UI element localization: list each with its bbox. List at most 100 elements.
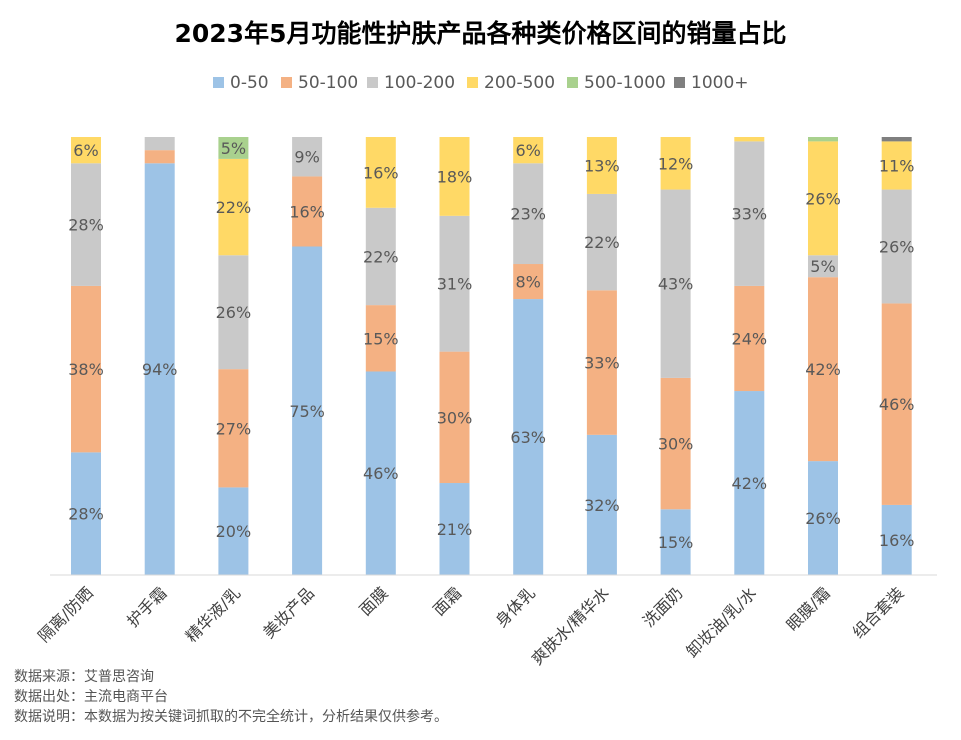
data-label-3-2: 9% (294, 148, 319, 167)
bar-segment-2-3 (218, 158, 249, 256)
data-label-4-2: 22% (363, 247, 399, 266)
data-label-6-1: 8% (516, 273, 541, 292)
x-tick-label-0: 隔离/防晒 (34, 583, 97, 646)
legend-swatch-3 (467, 77, 478, 88)
data-label-7-2: 22% (584, 233, 620, 252)
data-label-11-3: 11% (879, 156, 915, 175)
bar-segment-7-3 (586, 137, 617, 194)
bar-segment-2-4 (218, 137, 249, 159)
data-label-4-1: 15% (363, 329, 399, 348)
data-label-2-3: 22% (216, 198, 252, 217)
bar-segment-4-1 (365, 305, 396, 372)
x-tick-label-5: 面霜 (429, 583, 465, 619)
legend-label-3: 200-500 (484, 73, 555, 93)
data-label-5-3: 18% (437, 167, 473, 186)
legend-label-1: 50-100 (298, 73, 358, 93)
data-label-2-0: 20% (216, 522, 252, 541)
bar-segment-4-3 (365, 137, 396, 208)
data-label-7-1: 33% (584, 354, 620, 373)
bar-segment-6-0 (513, 299, 544, 575)
data-label-10-2: 5% (810, 257, 835, 276)
legend-label-5: 1000+ (691, 73, 749, 93)
footer-origin: 数据出处：主流电商平台 (14, 689, 168, 705)
footer-note: 数据说明：本数据为按关键词抓取的不完全统计，分析结果仅供参考。 (14, 709, 448, 725)
bar-segment-9-3 (734, 137, 765, 142)
bar-segment-0-3 (71, 137, 101, 164)
x-tick-label-3: 美妆产品 (259, 583, 318, 642)
bar-segment-11-3 (881, 141, 912, 190)
x-tick-label-9: 卸妆油/乳/水 (682, 583, 760, 661)
bar-segment-10-4 (808, 137, 838, 142)
data-label-6-0: 63% (510, 428, 546, 447)
x-tick-label-11: 组合套装 (849, 583, 908, 642)
bar-segment-1-0 (144, 163, 175, 575)
data-label-9-0: 42% (732, 474, 768, 493)
bar-segment-8-1 (660, 377, 691, 510)
bar-segment-8-2 (660, 189, 691, 378)
legend-label-2: 100-200 (384, 73, 455, 93)
data-label-5-0: 21% (437, 520, 473, 539)
bar-segment-7-2 (586, 193, 617, 291)
bar-segment-7-1 (586, 290, 617, 435)
bar-segment-8-0 (660, 509, 691, 575)
data-label-4-0: 46% (363, 464, 399, 483)
x-tick-label-7: 爽肤水/精华水 (528, 583, 613, 668)
data-label-11-1: 46% (879, 395, 915, 414)
bar-segment-10-0 (808, 461, 838, 575)
data-label-3-1: 16% (289, 202, 325, 221)
bar-segment-8-3 (660, 137, 691, 190)
data-label-8-3: 12% (658, 154, 694, 173)
data-label-10-0: 26% (805, 509, 841, 528)
bar-segment-5-0 (439, 483, 470, 575)
bar-segment-5-3 (439, 137, 470, 216)
data-label-3-0: 75% (289, 402, 325, 421)
bar-segment-1-2 (144, 137, 175, 151)
bar-segment-11-0 (881, 504, 912, 575)
data-label-5-2: 31% (437, 275, 473, 294)
bar-segment-9-1 (734, 285, 765, 392)
data-label-4-3: 16% (363, 163, 399, 182)
bar-segment-4-2 (365, 207, 396, 306)
data-label-8-0: 15% (658, 533, 694, 552)
bar-segment-4-0 (365, 371, 396, 575)
plot-area: 28% 38% 28% 6% 94% 20% 27% 26% 22% 5% 75% 16% 9% 46% 1… (68, 137, 914, 575)
bar-segment-6-1 (513, 264, 544, 300)
data-label-9-2: 33% (732, 205, 768, 224)
footer-source: 数据来源：艾普思咨询 (14, 669, 154, 685)
bar-segment-3-2 (292, 137, 323, 177)
data-label-1-0: 94% (142, 360, 178, 379)
legend-swatch-0 (213, 77, 224, 88)
data-label-10-3: 26% (805, 189, 841, 208)
legend-swatch-1 (281, 77, 292, 88)
bar-segment-0-0 (71, 452, 101, 575)
data-label-6-3: 6% (516, 141, 541, 160)
bar-segment-9-2 (734, 141, 765, 286)
data-label-8-2: 43% (658, 275, 694, 294)
legend-swatch-2 (367, 77, 378, 88)
legend-swatch-4 (567, 77, 578, 88)
data-label-11-2: 26% (879, 238, 915, 257)
bar-segment-2-2 (218, 255, 249, 370)
data-label-2-1: 27% (216, 419, 252, 438)
bar-segment-11-5 (881, 137, 912, 142)
x-tick-label-8: 洗面奶 (639, 583, 686, 630)
bar-segment-6-2 (513, 163, 544, 265)
chart-title: 2023年5月功能性护肤产品各种类价格区间的销量占比 (174, 19, 787, 48)
data-label-7-3: 13% (584, 156, 620, 175)
data-label-10-1: 42% (805, 360, 841, 379)
legend-label-4: 500-1000 (584, 73, 666, 93)
bar-segment-10-2 (808, 255, 838, 278)
x-tick-label-10: 眼膜/霜 (783, 583, 834, 634)
data-label-7-0: 32% (584, 496, 620, 515)
data-label-0-3: 6% (73, 141, 98, 160)
bar-segment-7-0 (586, 434, 617, 575)
bar-segment-2-1 (218, 369, 249, 488)
bar-segment-6-3 (513, 137, 544, 164)
bar-segment-11-2 (881, 189, 912, 304)
data-label-11-0: 16% (879, 531, 915, 550)
bar-segment-1-1 (144, 150, 175, 164)
bar-segment-5-1 (439, 351, 470, 484)
bar-segment-0-1 (71, 285, 101, 453)
